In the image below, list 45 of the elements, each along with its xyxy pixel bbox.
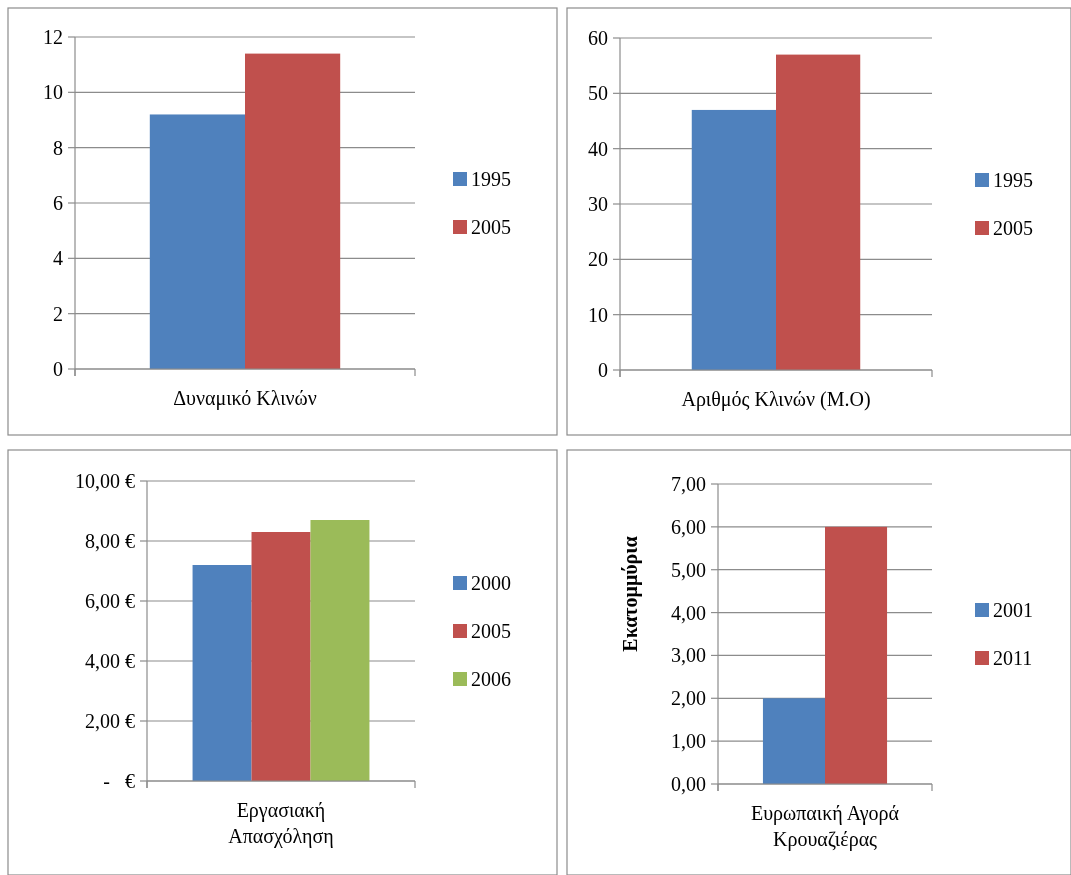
y-tick-label: 5,00 bbox=[671, 558, 706, 581]
y-tick-label: 6,00 € bbox=[85, 590, 135, 612]
y-tick-label: 2 bbox=[53, 302, 63, 325]
y-tick-label: 4,00 € bbox=[85, 650, 135, 672]
legend-label: 2001 bbox=[993, 599, 1033, 621]
y-tick-label: 2,00 bbox=[671, 687, 706, 710]
y-tick-label: 10 bbox=[43, 81, 63, 104]
bar bbox=[251, 532, 311, 781]
legend-label: 2000 bbox=[471, 572, 511, 594]
x-tick-label: Αριθμός Κλινών (Μ.Ο) bbox=[681, 388, 871, 411]
x-tick-label: Εργασιακή Απασχόληση bbox=[228, 799, 334, 848]
y-tick-label: 30 bbox=[588, 193, 608, 215]
y-tick-label: 7,00 bbox=[671, 473, 706, 495]
y-tick-label: 12 bbox=[43, 26, 63, 48]
y-tick-label: 8 bbox=[53, 136, 63, 159]
y-tick-label: 6 bbox=[53, 192, 63, 214]
y-axis-title: Εκατομμύρια bbox=[619, 536, 642, 652]
legend-label: 2005 bbox=[471, 216, 511, 238]
legend-label: 2006 bbox=[471, 668, 511, 690]
y-tick-label: 3,00 bbox=[671, 644, 706, 667]
legend-label: 2005 bbox=[993, 217, 1033, 239]
y-tick-label: 4,00 bbox=[671, 601, 706, 624]
legend-label: 2011 bbox=[993, 647, 1033, 669]
bar bbox=[192, 565, 252, 781]
y-tick-label: 40 bbox=[588, 137, 608, 160]
y-tick-label: 20 bbox=[588, 248, 608, 271]
y-tick-label: 0 bbox=[598, 359, 608, 381]
y-tick-label: - € bbox=[103, 770, 135, 792]
y-tick-label: 10,00 € bbox=[75, 470, 135, 492]
x-tick-label: Ευρωπαική Αγορά Κρουαζιέρας bbox=[750, 802, 900, 851]
legend-label: 1995 bbox=[471, 168, 511, 190]
x-tick-label: Δυναμικό Κλινών bbox=[173, 387, 317, 410]
y-tick-label: 8,00 € bbox=[85, 530, 135, 552]
y-tick-label: 6,00 bbox=[671, 515, 706, 538]
y-tick-label: 1,00 bbox=[671, 730, 706, 753]
y-tick-label: 4 bbox=[53, 247, 63, 270]
y-tick-label: 10 bbox=[588, 303, 608, 326]
legend-label: 1995 bbox=[993, 169, 1033, 191]
y-tick-label: 0,00 bbox=[671, 773, 706, 795]
y-tick-label: 0 bbox=[53, 358, 63, 380]
bar bbox=[310, 520, 370, 781]
y-tick-label: 2,00 € bbox=[85, 710, 135, 732]
y-tick-label: 60 bbox=[588, 27, 608, 49]
legend-label: 2005 bbox=[471, 620, 511, 642]
y-tick-label: 50 bbox=[588, 82, 608, 105]
